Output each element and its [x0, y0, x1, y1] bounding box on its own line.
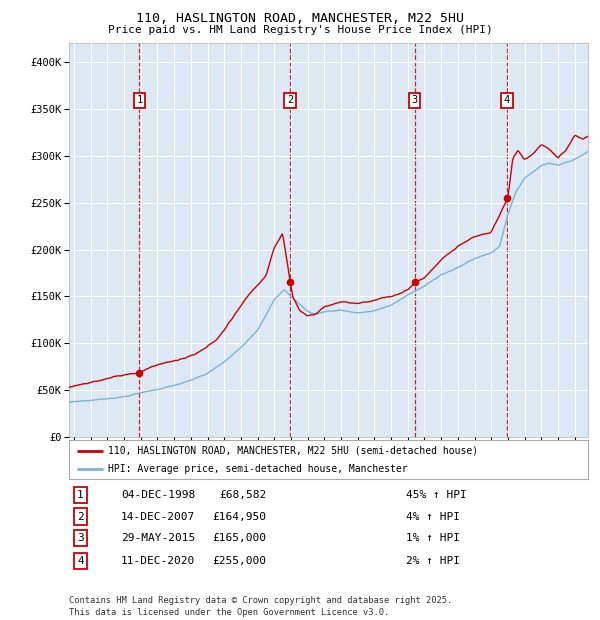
Text: 45% ↑ HPI: 45% ↑ HPI — [406, 490, 467, 500]
Text: £164,950: £164,950 — [212, 512, 266, 521]
Text: Contains HM Land Registry data © Crown copyright and database right 2025.
This d: Contains HM Land Registry data © Crown c… — [69, 596, 452, 617]
Text: 2% ↑ HPI: 2% ↑ HPI — [406, 556, 460, 566]
Text: 3: 3 — [77, 533, 84, 543]
Text: 14-DEC-2007: 14-DEC-2007 — [121, 512, 195, 521]
Text: HPI: Average price, semi-detached house, Manchester: HPI: Average price, semi-detached house,… — [108, 464, 407, 474]
Text: 1: 1 — [77, 490, 84, 500]
Text: 29-MAY-2015: 29-MAY-2015 — [121, 533, 195, 543]
Text: £165,000: £165,000 — [212, 533, 266, 543]
Text: 1% ↑ HPI: 1% ↑ HPI — [406, 533, 460, 543]
Text: 2: 2 — [77, 512, 84, 521]
Text: 04-DEC-1998: 04-DEC-1998 — [121, 490, 195, 500]
Text: 110, HASLINGTON ROAD, MANCHESTER, M22 5HU (semi-detached house): 110, HASLINGTON ROAD, MANCHESTER, M22 5H… — [108, 446, 478, 456]
Text: 11-DEC-2020: 11-DEC-2020 — [121, 556, 195, 566]
Text: 1: 1 — [136, 95, 143, 105]
Text: 4% ↑ HPI: 4% ↑ HPI — [406, 512, 460, 521]
Text: £255,000: £255,000 — [212, 556, 266, 566]
Text: 2: 2 — [287, 95, 293, 105]
Text: Price paid vs. HM Land Registry's House Price Index (HPI): Price paid vs. HM Land Registry's House … — [107, 25, 493, 35]
Text: 4: 4 — [504, 95, 510, 105]
Text: 110, HASLINGTON ROAD, MANCHESTER, M22 5HU: 110, HASLINGTON ROAD, MANCHESTER, M22 5H… — [136, 12, 464, 25]
Text: £68,582: £68,582 — [219, 490, 266, 500]
Text: 4: 4 — [77, 556, 84, 566]
Text: 3: 3 — [412, 95, 418, 105]
